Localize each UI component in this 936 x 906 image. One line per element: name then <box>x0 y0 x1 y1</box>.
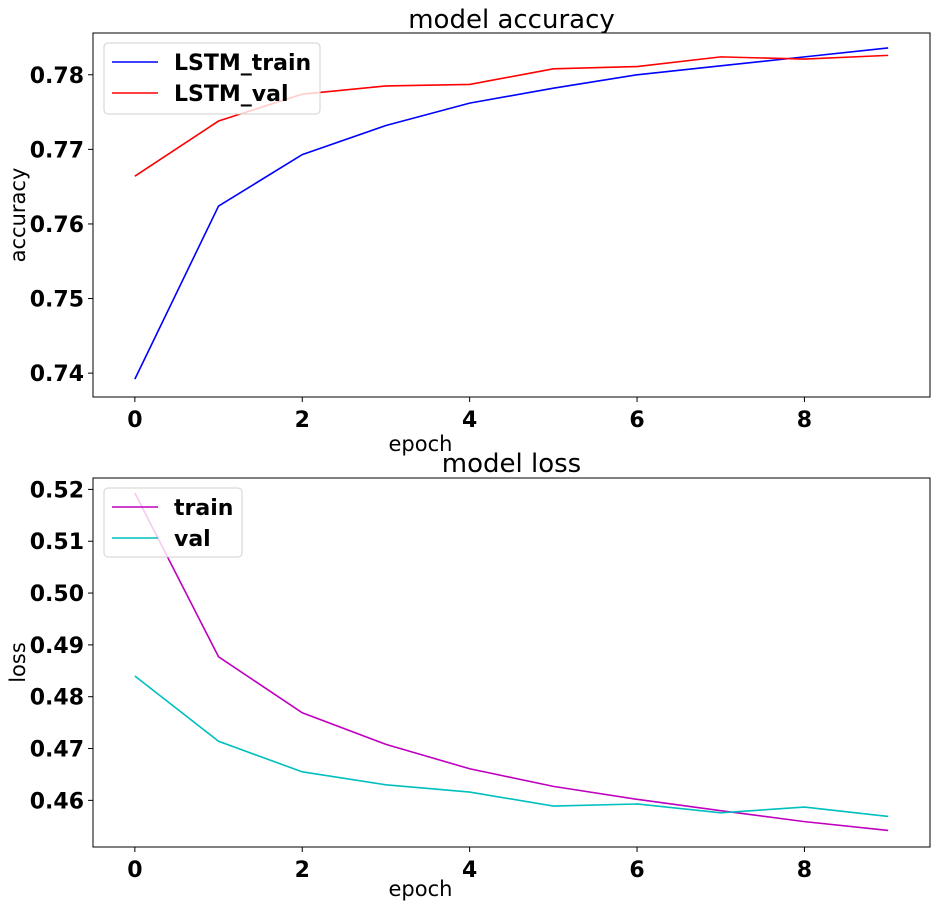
y-tick-label: 0.47 <box>30 738 84 763</box>
x-tick-label: 4 <box>462 858 477 883</box>
y-tick-label: 0.74 <box>30 362 84 387</box>
plot-frame <box>92 477 931 848</box>
chart-title: model accuracy <box>408 5 615 35</box>
y-tick-label: 0.46 <box>30 789 84 814</box>
chart-title: model loss <box>442 449 581 479</box>
x-tick-label: 4 <box>462 408 477 433</box>
loss-chart: model loss 0 2 4 6 8 0.46 0.47 0.48 0.49 0.50 0.51 0… <box>6 449 931 901</box>
x-tick-label: 8 <box>797 408 812 433</box>
x-tick-label: 2 <box>295 408 310 433</box>
y-tick-label: 0.49 <box>30 634 84 659</box>
series-line-val <box>134 675 889 818</box>
y-tick-label: 0.75 <box>30 288 84 313</box>
legend-label-train: train <box>174 496 233 521</box>
x-tick-label: 0 <box>127 858 142 883</box>
y-tick-label: 0.78 <box>30 64 84 89</box>
legend-label-lstm-val: LSTM_val <box>174 82 289 107</box>
legend: LSTM_train LSTM_val <box>103 42 321 115</box>
y-axis-label: accuracy <box>6 168 30 263</box>
y-tick-label: 0.52 <box>30 478 84 503</box>
plot-frame <box>92 32 931 398</box>
x-tick-label: 8 <box>797 858 812 883</box>
x-axis-label: epoch <box>389 877 453 901</box>
y-tick-label: 0.50 <box>30 582 84 607</box>
x-tick-label: 6 <box>629 408 644 433</box>
series-line-train <box>134 492 889 832</box>
series-line-lstm-train <box>134 47 889 380</box>
x-tick-label: 6 <box>629 858 644 883</box>
legend: train val <box>103 487 243 558</box>
legend-box <box>103 487 243 558</box>
legend-label-lstm-train: LSTM_train <box>174 51 311 76</box>
y-tick-label: 0.76 <box>30 213 84 238</box>
x-axis-label: epoch <box>389 432 453 456</box>
x-tick-label: 0 <box>127 408 142 433</box>
y-axis-label: loss <box>6 642 30 683</box>
y-tick-label: 0.48 <box>30 686 84 711</box>
y-tick-label: 0.51 <box>30 530 84 555</box>
legend-box <box>103 42 321 115</box>
y-tick-label: 0.77 <box>30 138 84 163</box>
legend-label-val: val <box>174 527 211 552</box>
accuracy-chart: model accuracy 0 2 4 6 8 0.74 0.75 0.76 0.77 0.78 e… <box>6 5 931 456</box>
x-tick-label: 2 <box>295 858 310 883</box>
